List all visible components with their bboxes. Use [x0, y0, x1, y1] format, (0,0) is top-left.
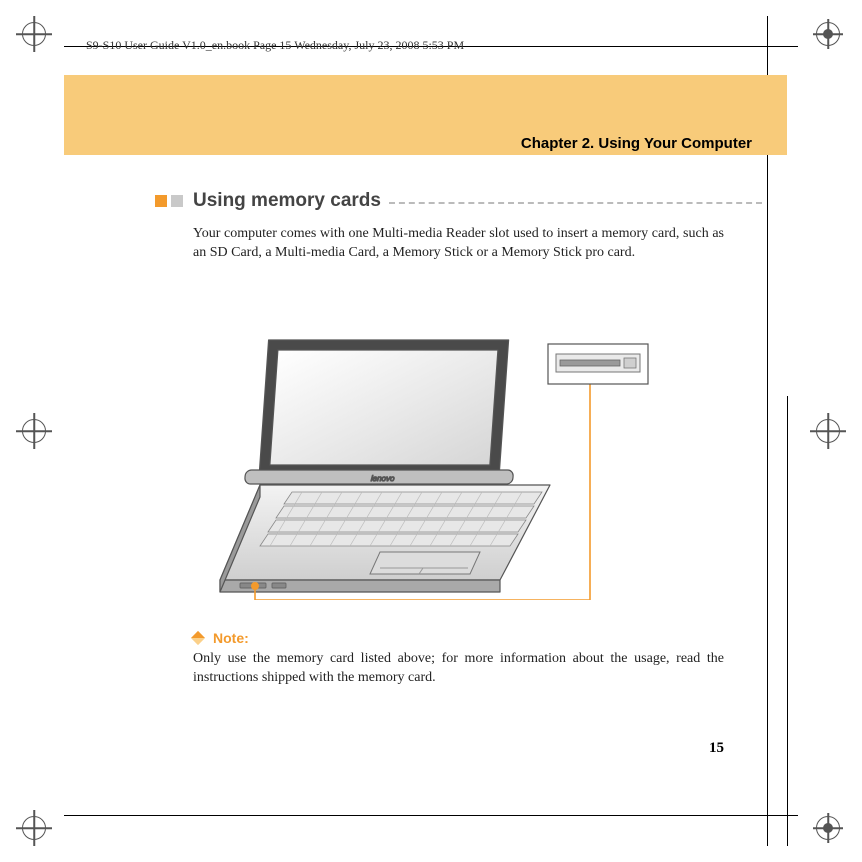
running-header: S9-S10 User Guide V1.0_en.book Page 15 W…	[86, 38, 464, 53]
bullet-icon	[171, 195, 183, 207]
bullet-icon	[155, 195, 167, 207]
crop-mark-top-right	[816, 22, 840, 46]
right-rule-inner	[787, 396, 788, 846]
note-bullet-icon	[191, 631, 205, 645]
crop-mark-bottom-right	[816, 816, 840, 840]
svg-text:lenovo: lenovo	[371, 474, 396, 483]
chapter-title: Chapter 2. Using Your Computer	[521, 135, 752, 152]
section-rule	[389, 202, 762, 204]
note-label: Note:	[213, 630, 249, 646]
crop-mark-mid-left	[22, 419, 46, 443]
note-block: Note: Only use the memory card listed ab…	[193, 630, 724, 688]
section-heading-row: Using memory cards	[155, 190, 762, 212]
body-paragraph: Your computer comes with one Multi-media…	[193, 225, 724, 263]
laptop-illustration: lenovo	[200, 320, 660, 600]
crop-mark-top-left	[22, 22, 46, 46]
crop-mark-mid-right	[816, 419, 840, 443]
section-title: Using memory cards	[193, 190, 381, 212]
crop-mark-bottom-left	[22, 816, 46, 840]
note-text: Only use the memory card listed above; f…	[193, 650, 724, 688]
page-number: 15	[709, 740, 724, 757]
bottom-rule	[64, 815, 798, 816]
note-heading: Note:	[193, 630, 724, 648]
